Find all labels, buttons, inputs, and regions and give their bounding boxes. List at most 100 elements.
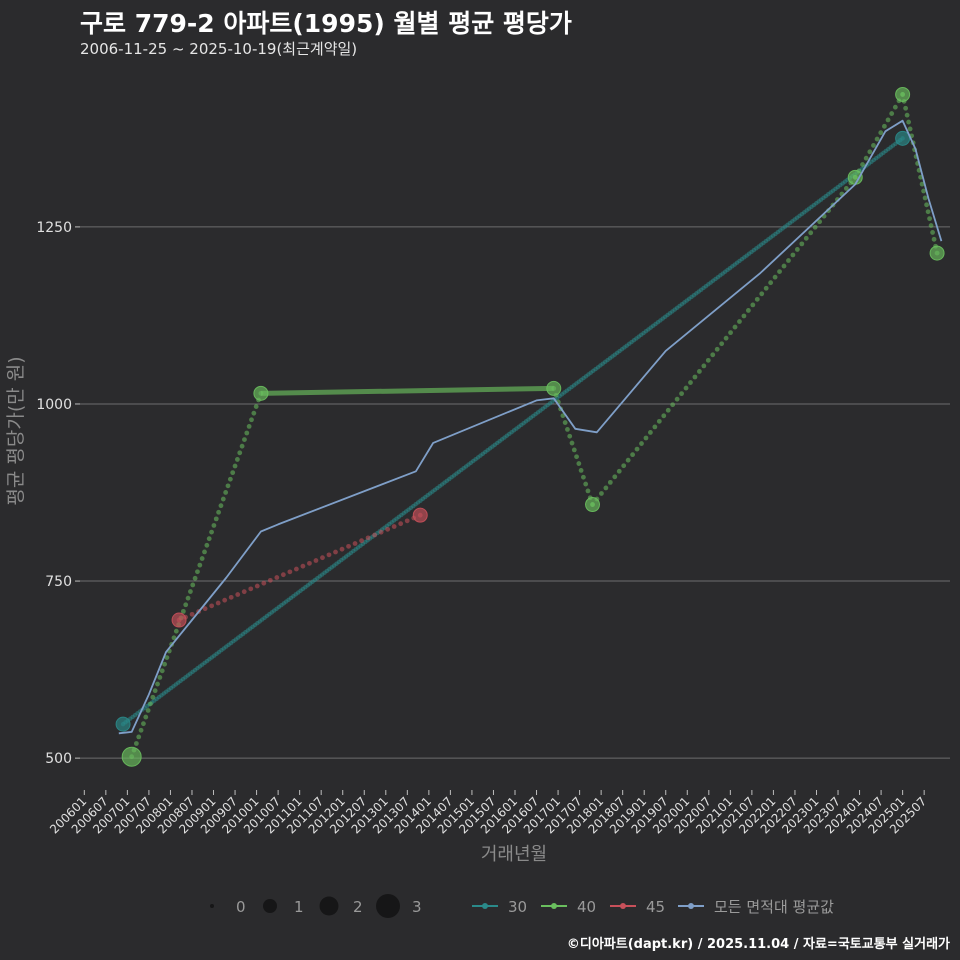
trend-dot [391, 524, 397, 529]
trend-dot [670, 402, 676, 408]
trend-dot [583, 481, 589, 487]
trend-dot [581, 474, 586, 480]
trend-dot [143, 714, 149, 720]
trend-dot [145, 708, 151, 713]
trend-dot [679, 391, 684, 397]
x-axis-label: 거래년월 [481, 844, 547, 865]
trend-dot [927, 216, 932, 222]
trend-dot [190, 582, 196, 588]
chart-title: 구로 779-2 아파트(1995) 월별 평균 평당가 [80, 9, 572, 38]
trend-dot [921, 188, 926, 194]
trend-dot [930, 230, 935, 235]
trend-dot [817, 219, 823, 225]
legend-color-dot [482, 903, 488, 909]
trend-dot [274, 575, 280, 580]
trend-dot [293, 566, 299, 572]
trend-dot [202, 549, 207, 555]
trend-dot [225, 483, 231, 489]
trend-dot [692, 374, 698, 380]
trend-dot [185, 595, 191, 601]
trend-dot [741, 313, 747, 319]
trend-dot [639, 441, 644, 446]
trend-dot [183, 602, 189, 608]
trend-dot [574, 454, 579, 460]
y-tick-label: 1250 [36, 220, 72, 236]
y-tick-label: 500 [45, 751, 72, 767]
trend-dot [218, 503, 224, 509]
trend-dot [133, 741, 139, 746]
trend-dot [874, 136, 880, 142]
trend-dot [141, 721, 146, 727]
legend-size-swatch [319, 896, 339, 916]
trend-dot [878, 130, 884, 136]
trend-dot [656, 418, 662, 424]
trend-dot [385, 526, 391, 532]
legend-color-dot [551, 903, 557, 909]
trend-dot [249, 417, 254, 423]
gridlines [80, 226, 950, 759]
trend-dot [599, 491, 604, 496]
trend-dot [688, 380, 693, 385]
trend-dot [710, 352, 716, 358]
trend-dot [882, 123, 887, 129]
trend-dot [812, 224, 818, 230]
trend-dot [211, 523, 217, 528]
y-tick-label: 1000 [36, 397, 72, 413]
trend-dot [280, 572, 286, 578]
data-point [115, 716, 131, 732]
legend-color-label: 45 [646, 898, 665, 916]
trend-dot [728, 330, 733, 336]
trend-dot [565, 426, 570, 432]
trend-dot [925, 209, 931, 215]
trend-dot [924, 202, 929, 208]
legend-size-label: 3 [412, 898, 422, 916]
trend-dot [777, 269, 782, 275]
y-axis-ticks: 500 750 1000 1250 [36, 220, 80, 767]
trend-dot [300, 563, 306, 569]
legend-size-swatch [376, 894, 400, 918]
legend-size-label: 1 [294, 898, 304, 916]
data-point [253, 385, 269, 401]
trend-dot [234, 457, 240, 462]
data-point [895, 130, 911, 146]
trend-dot [903, 105, 909, 111]
trend-dot [585, 488, 591, 494]
trend-dot [171, 635, 177, 641]
trend-dot [745, 308, 751, 313]
data-point [171, 612, 187, 628]
trend-dot [313, 558, 319, 563]
legend-size-swatch [210, 904, 214, 908]
trend-dot [919, 181, 925, 187]
trend-dot [254, 583, 260, 589]
trend-dot [215, 600, 221, 606]
trend-dot [248, 586, 254, 592]
trend-dot [643, 435, 649, 441]
trend-dot [162, 661, 167, 667]
data-point [929, 245, 945, 261]
trend-dot [189, 611, 195, 617]
series-average-line [118, 119, 943, 735]
trend-dot [863, 155, 869, 161]
trend-dot [204, 542, 210, 548]
trend-dot [365, 535, 371, 541]
legend-size-label: 2 [353, 898, 363, 916]
trend-dot [261, 580, 267, 586]
trend-dot [790, 252, 796, 258]
trend-dot [199, 556, 205, 561]
trend-dot [860, 162, 865, 167]
trend-dot [871, 143, 876, 148]
legend-color-label: 40 [577, 898, 596, 916]
trend-dot [192, 575, 198, 581]
trend-dot [576, 461, 582, 466]
data-point [585, 497, 601, 513]
legend-color-label: 모든 면적대 평균값 [714, 898, 834, 916]
trend-dot [235, 592, 241, 597]
trend-dot [723, 335, 729, 341]
trend-dot [138, 727, 144, 733]
trend-dot [398, 521, 404, 527]
trend-dot [772, 274, 778, 280]
trend-dot [188, 589, 193, 594]
trend-dot [904, 112, 910, 118]
legend-size-label: 0 [236, 898, 246, 916]
